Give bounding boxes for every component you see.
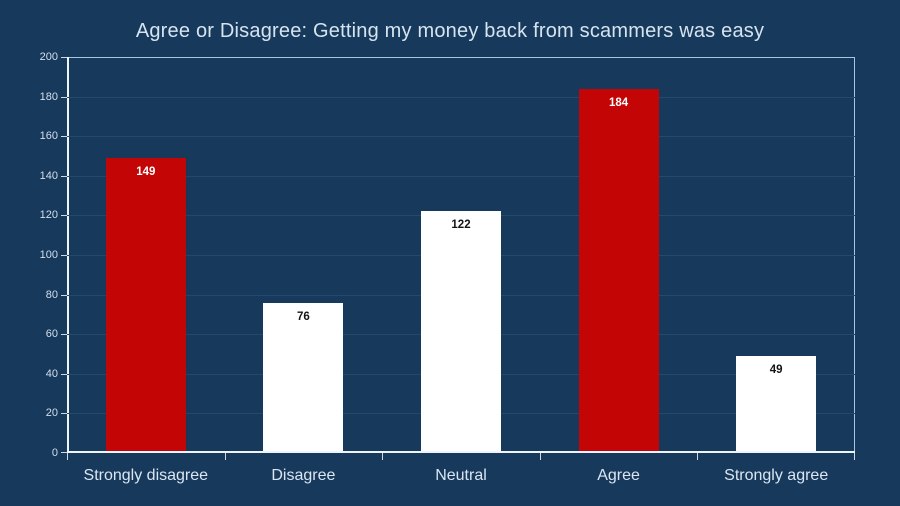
plot-area: 149 76 122 184 49: [61, 57, 855, 460]
bar-neutral: 122: [421, 211, 501, 453]
y-tick-mark-40: [61, 373, 67, 375]
y-tick-label-60: 60: [45, 328, 58, 341]
x-category-label-neutral: Neutral: [435, 467, 487, 484]
bar-agree: 184: [578, 88, 659, 453]
bar-disagree: 76: [263, 302, 344, 453]
x-category-label-strongly-disagree: Strongly disagree: [83, 467, 209, 484]
bar-value-label-disagree: 76: [296, 310, 310, 323]
y-tick-label-160: 160: [39, 130, 58, 143]
x-category-label-disagree: Disagree: [271, 467, 336, 484]
y-tick-mark-0: [61, 452, 67, 453]
y-tick-mark-80: [61, 294, 67, 296]
bar-strongly-agree: 49: [736, 355, 817, 453]
x-tick-mark-5: [854, 453, 855, 460]
y-tick-label-140: 140: [39, 169, 58, 182]
y-tick-mark-120: [61, 215, 67, 217]
bar-value-label-neutral: 122: [451, 219, 471, 232]
y-tick-label-20: 20: [45, 407, 58, 420]
y-tick-mark-60: [61, 334, 67, 336]
y-tick-label-80: 80: [45, 288, 58, 301]
y-tick-label-40: 40: [45, 367, 58, 380]
x-axis: Strongly disagree Disagree Neutral Agree Str…: [67, 463, 855, 491]
y-tick-mark-200: [61, 57, 67, 58]
bar-strongly-disagree: 149: [105, 157, 186, 453]
bar-value-label-agree: 184: [609, 96, 629, 109]
y-tick-mark-100: [61, 255, 67, 256]
y-tick-mark-140: [61, 175, 67, 177]
y-tick-label-180: 180: [39, 90, 58, 103]
y-tick-label-200: 200: [39, 51, 58, 63]
x-category-label-agree: Agree: [597, 467, 640, 484]
plot-border-top: [67, 57, 855, 58]
chart-title: Agree or Disagree: Getting my money back…: [135, 20, 765, 42]
x-tick-mark-0: [67, 453, 68, 460]
gridline-180: [67, 96, 855, 98]
x-tick-mark-2: [382, 453, 384, 460]
y-tick-label-0: 0: [51, 447, 58, 459]
gridline-160: [67, 136, 855, 138]
bar-value-label-strongly-agree: 49: [769, 363, 783, 376]
y-tick-label-100: 100: [39, 249, 58, 261]
y-axis: 0 20 40 60 80 100 120 140 160 180 200: [0, 51, 58, 459]
x-tick-mark-3: [539, 453, 541, 460]
y-tick-mark-160: [61, 136, 67, 138]
gridline-140: [67, 175, 855, 177]
y-tick-label-120: 120: [39, 209, 58, 222]
bar-value-label-strongly-disagree: 149: [136, 165, 156, 178]
x-tick-mark-4: [697, 453, 699, 460]
x-category-label-strongly-agree: Strongly agree: [724, 467, 829, 484]
x-tick-mark-1: [224, 453, 226, 460]
y-tick-mark-20: [61, 413, 67, 415]
x-axis-line: [67, 451, 855, 453]
y-tick-mark-180: [61, 96, 67, 98]
